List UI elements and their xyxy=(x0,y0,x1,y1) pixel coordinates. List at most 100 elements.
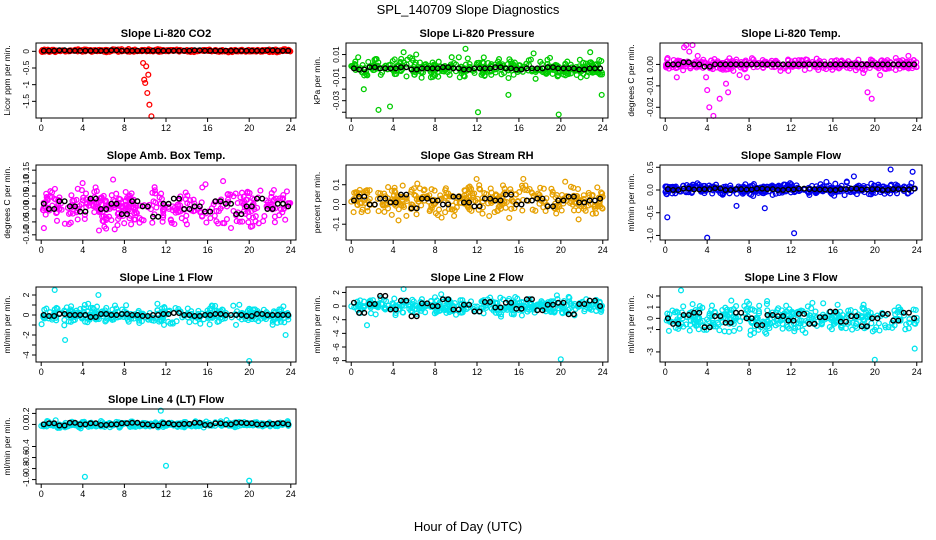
data-point xyxy=(167,216,174,223)
x-tick-label: 12 xyxy=(161,245,171,255)
y-tick-label: 0.0 xyxy=(21,418,31,430)
data-point xyxy=(892,66,899,74)
mean-point xyxy=(911,61,918,68)
data-point xyxy=(756,302,763,309)
data-point xyxy=(355,54,362,61)
x-tick-label: 24 xyxy=(598,367,608,377)
outlier-point xyxy=(375,106,382,113)
mean-point xyxy=(753,185,760,192)
data-point xyxy=(100,212,107,220)
data-point xyxy=(760,64,767,71)
data-point xyxy=(486,67,493,74)
mean-point xyxy=(675,61,682,68)
data-point xyxy=(150,198,157,205)
data-point xyxy=(408,186,415,193)
mean-point xyxy=(82,208,89,215)
mean-point xyxy=(186,205,193,212)
data-point xyxy=(575,207,582,214)
data-point xyxy=(263,203,270,210)
data-point xyxy=(795,187,802,194)
data-point xyxy=(61,322,68,329)
panel-title: Slope Li-820 Pressure xyxy=(420,28,535,40)
data-point xyxy=(529,190,536,197)
outlier-point xyxy=(909,168,916,175)
data-point xyxy=(372,311,379,318)
data-point xyxy=(390,192,397,199)
outlier-point xyxy=(716,95,723,102)
mean-point xyxy=(502,299,509,306)
data-point xyxy=(128,221,135,228)
x-tick-label: 20 xyxy=(870,245,880,255)
mean-point xyxy=(832,186,839,193)
y-tick-label: -0.01 xyxy=(645,76,655,96)
mean-point xyxy=(555,197,562,204)
mean-point xyxy=(895,186,902,193)
data-point xyxy=(238,199,245,206)
data-point xyxy=(365,58,372,65)
data-point xyxy=(527,56,534,63)
data-point xyxy=(728,297,735,304)
mean-point xyxy=(727,186,734,193)
mean-point xyxy=(706,63,713,70)
y-tick-label: -1.0 xyxy=(21,472,31,487)
x-tick-label: 24 xyxy=(598,123,608,133)
x-tick-label: 16 xyxy=(514,367,524,377)
x-tick-label: 0 xyxy=(663,367,668,377)
data-point xyxy=(491,209,498,216)
mean-point xyxy=(727,319,734,326)
data-point xyxy=(169,203,176,210)
mean-point xyxy=(675,186,682,193)
x-tick-label: 20 xyxy=(870,367,880,377)
y-tick-label: -0.5 xyxy=(645,205,655,220)
data-point xyxy=(221,220,228,227)
panel-title: Slope Line 1 Flow xyxy=(120,272,213,284)
outlier-point xyxy=(360,86,367,93)
mean-point xyxy=(570,193,577,200)
outlier-point xyxy=(703,74,710,81)
mean-point xyxy=(466,301,473,308)
x-tick-label: 12 xyxy=(786,123,796,133)
data-point xyxy=(528,68,535,75)
mean-point xyxy=(827,308,834,315)
data-point xyxy=(403,212,410,219)
mean-point xyxy=(764,61,771,68)
outlier-point xyxy=(864,89,871,96)
data-point xyxy=(461,192,468,199)
mean-point xyxy=(134,198,141,205)
x-tick-label: 8 xyxy=(433,123,438,133)
y-tick-label: -3 xyxy=(645,348,655,356)
panel-title: Slope Line 3 Flow xyxy=(745,272,838,284)
data-point xyxy=(519,207,526,214)
data-point xyxy=(816,57,823,64)
data-point xyxy=(580,195,587,202)
data-point xyxy=(38,321,45,328)
data-point xyxy=(215,208,222,215)
x-tick-label: 0 xyxy=(663,245,668,255)
data-point xyxy=(411,71,418,78)
data-point xyxy=(448,206,455,213)
mean-point xyxy=(529,197,536,204)
data-points xyxy=(348,285,606,363)
mean-point xyxy=(170,195,177,202)
mean-point xyxy=(816,314,823,321)
mean-point xyxy=(207,208,214,215)
mean-point xyxy=(118,311,125,318)
data-point xyxy=(51,195,58,202)
mean-point xyxy=(780,186,787,193)
mean-point xyxy=(884,61,891,68)
outlier-point xyxy=(145,71,152,78)
data-point xyxy=(271,213,278,220)
mean-point xyxy=(280,200,287,207)
data-point xyxy=(474,59,481,67)
x-tick-label: 24 xyxy=(286,367,296,377)
mean-point xyxy=(534,307,541,314)
mean-point xyxy=(466,199,473,206)
x-tick-label: 4 xyxy=(80,489,85,499)
mean-point xyxy=(165,200,172,207)
y-axis: 0.00 -0.01-0.02 xyxy=(645,56,660,117)
mean-point xyxy=(597,65,604,72)
x-tick-label: 0 xyxy=(349,123,354,133)
y-tick-label: -8 xyxy=(331,357,341,365)
outlier-point xyxy=(860,69,867,77)
x-tick-label: 4 xyxy=(80,245,85,255)
